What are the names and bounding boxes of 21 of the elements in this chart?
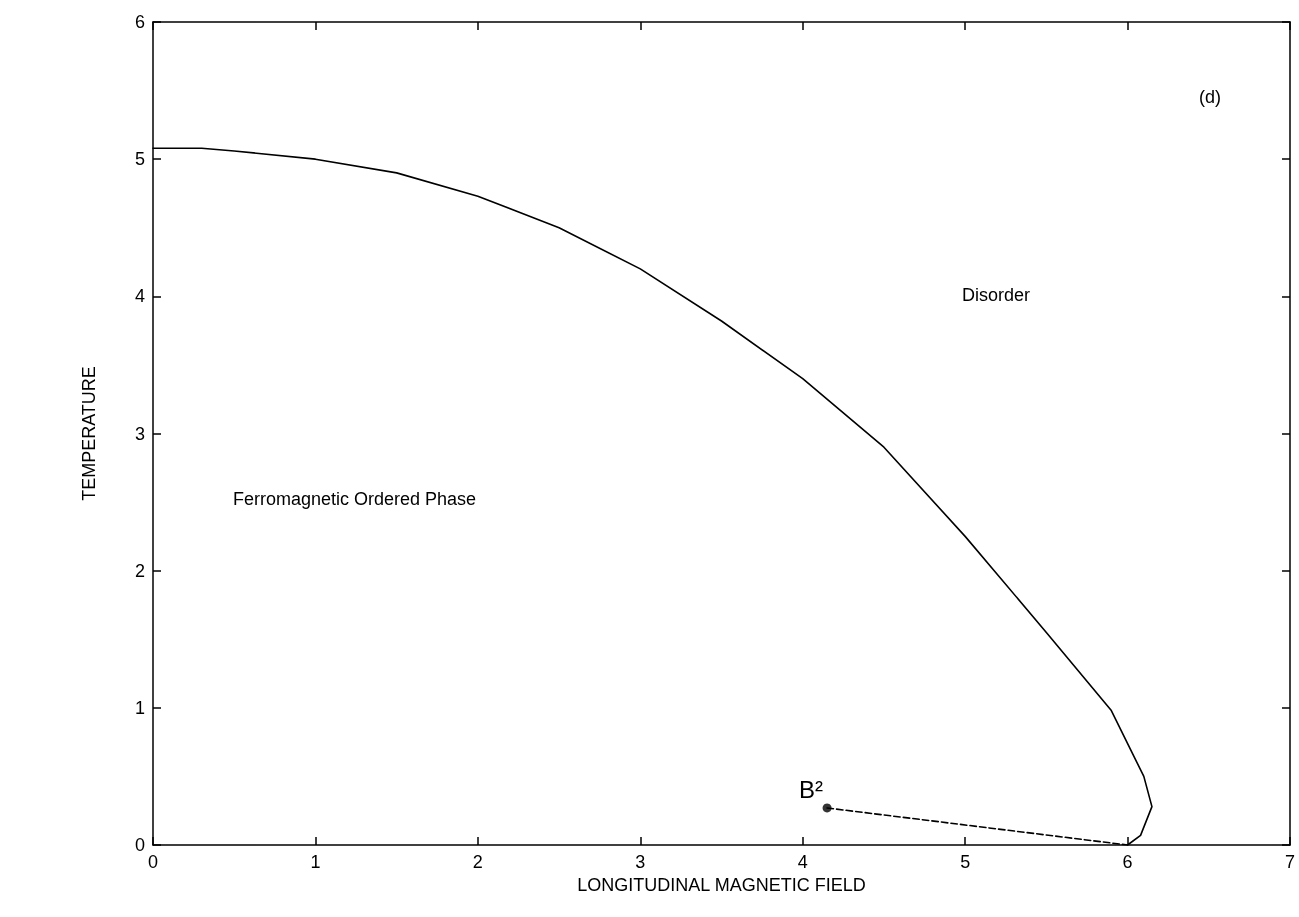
annotation: Ferromagnetic Ordered Phase xyxy=(233,489,477,509)
y-axis-title: TEMPERATURE xyxy=(79,366,99,501)
x-tick-label: 5 xyxy=(960,852,971,872)
y-tick-label: 3 xyxy=(134,423,145,444)
x-tick-label: 6 xyxy=(1122,852,1133,872)
x-tick-label: 1 xyxy=(310,852,321,872)
y-tick-label: 2 xyxy=(134,560,145,581)
x-tick-label: 2 xyxy=(472,852,483,872)
x-tick-label: 3 xyxy=(635,852,646,872)
y-tick-label: 1 xyxy=(134,697,145,718)
x-tick-label: 7 xyxy=(1284,852,1296,872)
annotation: (d) xyxy=(1199,87,1221,107)
y-tick-label: 4 xyxy=(134,286,145,307)
y-tick-label: 0 xyxy=(134,835,145,855)
x-axis-title: LONGITUDINAL MAGNETIC FIELD xyxy=(577,874,866,895)
x-tick-label: 0 xyxy=(147,852,159,872)
y-tick-label: 6 xyxy=(134,12,145,32)
y-tick-label: 5 xyxy=(134,149,145,170)
x-tick-label: 4 xyxy=(797,852,808,872)
annotation: B² xyxy=(799,776,824,804)
annotation: Disorder xyxy=(962,285,1031,305)
